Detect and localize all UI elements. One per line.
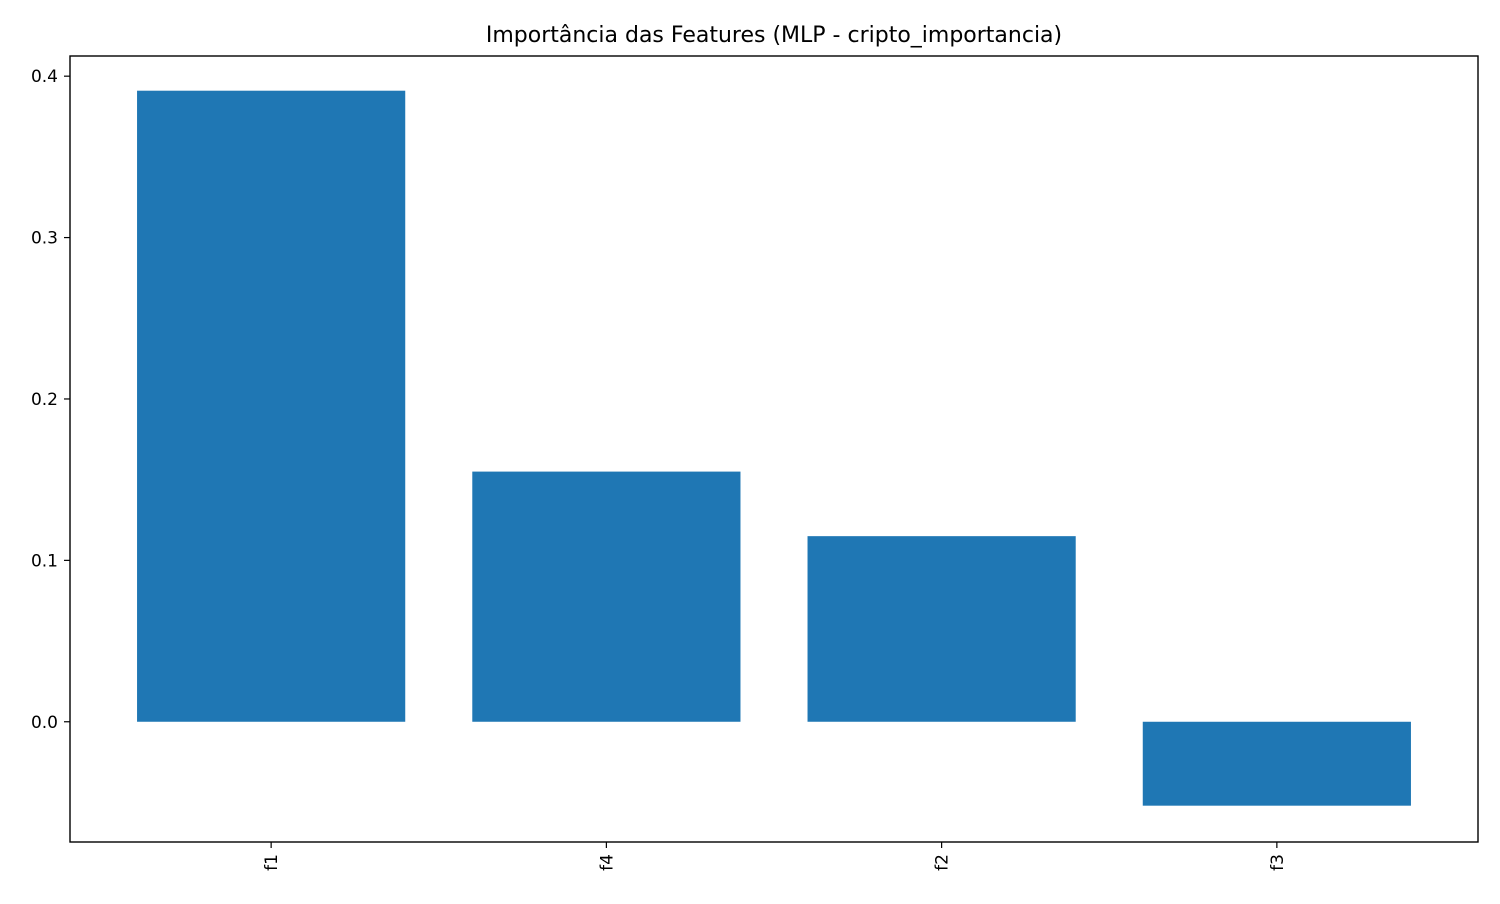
x-axis: f1 f4 f2 f3 xyxy=(262,842,1288,871)
bar-f4 xyxy=(472,471,741,722)
x-tick-label: f4 xyxy=(597,854,617,871)
y-tick-label: 0.1 xyxy=(31,551,58,571)
bars-layer xyxy=(137,90,1411,806)
x-tick-label: f3 xyxy=(1268,854,1288,871)
bar-f2 xyxy=(807,536,1076,722)
y-tick-label: 0.4 xyxy=(31,67,58,87)
plot-frame xyxy=(69,55,1479,843)
y-tick-label: 0.2 xyxy=(31,390,58,410)
bar-f3 xyxy=(1142,721,1411,806)
x-tick-label: f1 xyxy=(262,854,282,871)
bar-f1 xyxy=(137,90,406,722)
chart-title: Importância das Features (MLP - cripto_i… xyxy=(486,23,1062,48)
y-tick-label: 0.0 xyxy=(31,713,58,733)
x-tick-label: f2 xyxy=(933,854,953,871)
y-tick-label: 0.3 xyxy=(31,229,58,249)
y-axis: 0.0 0.1 0.2 0.3 0.4 xyxy=(31,67,70,733)
